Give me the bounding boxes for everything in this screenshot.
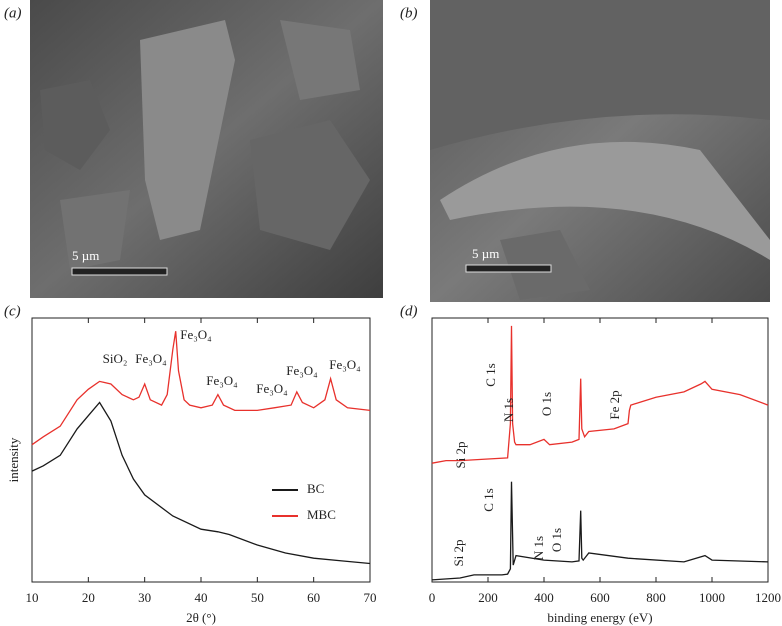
peak-annotation: Fe₃O₄ — [256, 381, 288, 396]
panel-label: (d) — [400, 303, 418, 319]
sem-image-b: 5 µm — [430, 0, 770, 302]
x-tick-label: 10 — [26, 590, 39, 605]
series-line — [431, 481, 769, 581]
peak-annotation: C 1s — [481, 488, 496, 511]
peak-annotation: Fe₃O₄ — [286, 363, 318, 378]
x-tick-label: 800 — [646, 590, 666, 605]
peak-annotation: C 1s — [483, 363, 498, 386]
peak-annotation: O 1s — [549, 528, 564, 552]
plot-frame — [431, 317, 769, 583]
x-tick-label: 30 — [138, 590, 151, 605]
scale-bar-label: 5 µm — [72, 248, 99, 263]
panel-label: (c) — [4, 303, 21, 319]
x-tick-label: 50 — [251, 590, 264, 605]
peak-annotation: SiO₂ — [103, 351, 128, 366]
series-line — [31, 331, 371, 446]
peak-annotation: N 1s — [501, 398, 516, 422]
x-tick-label: 200 — [478, 590, 498, 605]
peak-annotation: O 1s — [539, 392, 554, 416]
legend-label: BC — [307, 481, 324, 496]
x-tick-label: 600 — [590, 590, 610, 605]
x-axis-title: 2θ (°) — [186, 610, 216, 625]
peak-annotation: Si 2p — [451, 539, 466, 566]
peak-annotation: Si 2p — [453, 441, 468, 468]
peak-annotation: Fe₃O₄ — [135, 351, 167, 366]
panel-label: (a) — [4, 5, 22, 21]
panel-label: (b) — [400, 5, 418, 21]
x-tick-label: 1000 — [699, 590, 725, 605]
x-tick-label: 60 — [307, 590, 320, 605]
x-tick-label: 40 — [195, 590, 208, 605]
peak-annotation: N 1s — [531, 536, 546, 560]
peak-annotation: Fe₃O₄ — [180, 327, 212, 342]
peak-annotation: Fe 2p — [607, 390, 622, 419]
plot-frame — [31, 317, 371, 583]
series-line — [431, 325, 769, 464]
x-tick-label: 0 — [429, 590, 436, 605]
series-line — [31, 401, 371, 565]
x-tick-label: 1200 — [755, 590, 781, 605]
scale-bar-label: 5 µm — [472, 246, 499, 261]
y-axis-title: intensity — [6, 437, 21, 482]
peak-annotation: Fe₃O₄ — [206, 373, 238, 388]
sem-image-a: 5 µm — [30, 0, 383, 298]
x-tick-label: 20 — [82, 590, 95, 605]
x-axis-title: binding energy (eV) — [547, 610, 652, 625]
x-tick-label: 400 — [534, 590, 554, 605]
peak-annotation: Fe₃O₄ — [329, 357, 361, 372]
x-tick-label: 70 — [364, 590, 377, 605]
legend-label: MBC — [307, 507, 336, 522]
